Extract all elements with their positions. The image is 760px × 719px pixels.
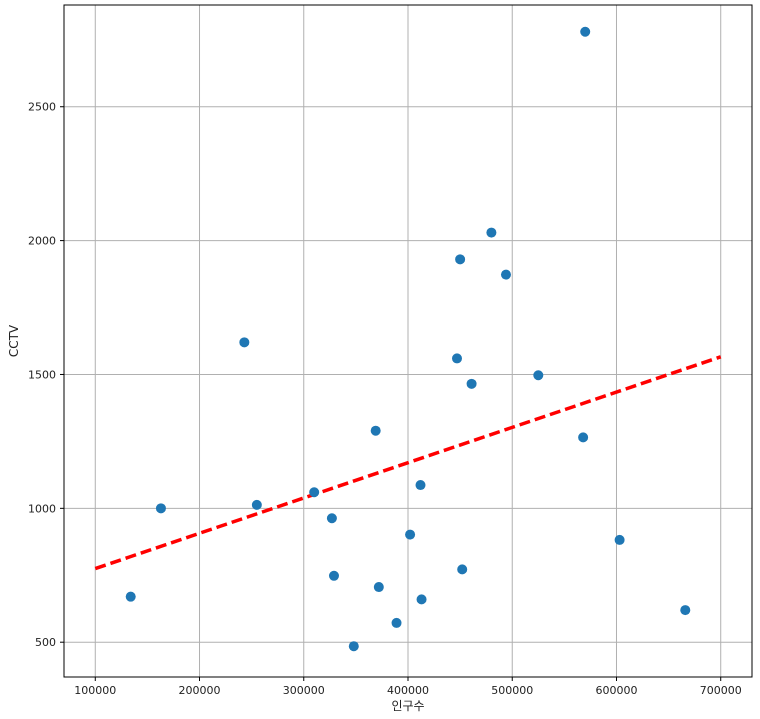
data-point [451, 353, 462, 364]
data-point [405, 529, 416, 540]
data-point [125, 591, 136, 602]
data-point [373, 582, 384, 593]
data-point [614, 534, 625, 545]
data-point [500, 269, 511, 280]
data-point [326, 513, 337, 524]
x-tick-label: 600000 [595, 684, 637, 697]
regression-line [94, 355, 722, 571]
x-tick-label: 400000 [387, 684, 429, 697]
x-tick-label: 700000 [700, 684, 742, 697]
x-tick-label: 300000 [283, 684, 325, 697]
regression-line-layer [94, 355, 722, 571]
y-tick-label: 500 [35, 636, 56, 649]
data-point [533, 370, 544, 381]
y-tick-label: 1500 [28, 368, 56, 381]
y-tick-label: 2000 [28, 235, 56, 248]
x-axis-label: 인구수 [391, 699, 424, 713]
data-point [328, 570, 339, 581]
data-points [125, 26, 691, 652]
data-point [680, 605, 691, 616]
y-tick-label: 2500 [28, 101, 56, 114]
data-point [578, 432, 589, 443]
data-point [155, 503, 166, 514]
data-point [466, 378, 477, 389]
y-tick-label: 1000 [28, 502, 56, 515]
x-axis-ticks: 100000 200000 300000 400000 500000 600000 7000… [74, 677, 742, 697]
y-gridlines [64, 106, 752, 643]
x-tick-label: 100000 [74, 684, 116, 697]
y-axis-label: CCTV [7, 324, 21, 357]
data-point [580, 26, 591, 37]
data-point [251, 499, 262, 510]
y-axis-ticks: 500 1000 1500 2000 2500 [28, 101, 64, 649]
data-point [309, 487, 320, 498]
data-point [370, 425, 381, 436]
data-point [239, 337, 250, 348]
x-tick-label: 200000 [179, 684, 221, 697]
data-point [415, 480, 426, 491]
data-point [457, 564, 468, 575]
data-point [486, 227, 497, 238]
x-gridlines [94, 5, 722, 677]
data-point [455, 254, 466, 265]
data-point [348, 641, 359, 652]
data-point [391, 617, 402, 628]
x-tick-label: 500000 [491, 684, 533, 697]
data-point [416, 594, 427, 605]
